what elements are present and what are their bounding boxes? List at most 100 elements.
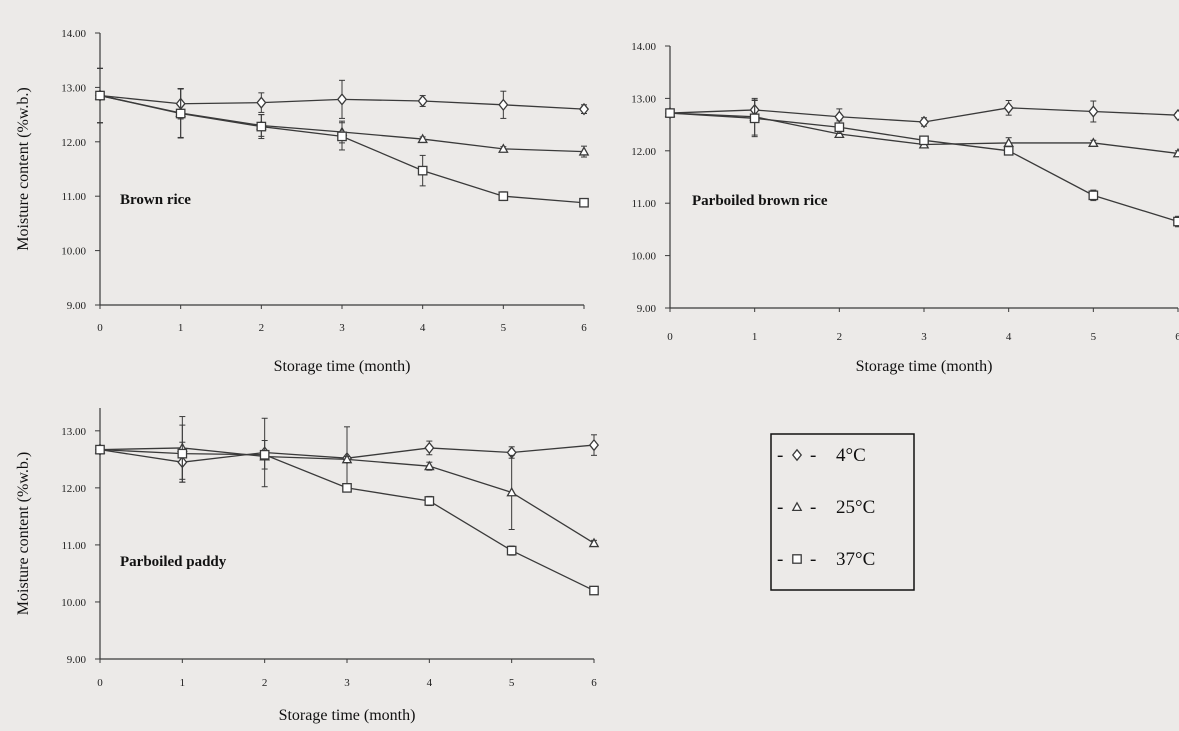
data-point [578, 146, 590, 156]
y-tick-label: 13.00 [61, 426, 86, 438]
y-tick-label: 13.00 [61, 82, 86, 94]
legend-dash: - [810, 445, 816, 466]
legend-dash: - [810, 497, 816, 518]
x-axis-title: Storage time (month) [274, 358, 411, 375]
y-tick-label: 9.00 [67, 300, 87, 312]
x-tick-label: 6 [581, 322, 587, 334]
y-axis-title: Moisture content (%w.b.) [15, 87, 32, 250]
data-point [424, 460, 435, 471]
data-point [417, 133, 428, 144]
y-tick-label: 10.00 [631, 251, 656, 263]
x-tick-label: 1 [178, 322, 184, 334]
y-tick-label: 14.00 [631, 41, 656, 53]
data-point [424, 441, 435, 455]
y-tick-label: 12.00 [631, 146, 656, 158]
y-tick-label: 12.00 [61, 483, 86, 495]
data-point [589, 585, 599, 596]
x-tick-label: 6 [1175, 331, 1179, 343]
x-tick-label: 0 [97, 322, 103, 334]
x-tick-label: 2 [837, 331, 843, 343]
x-tick-label: 0 [97, 677, 103, 689]
data-point [1173, 216, 1179, 227]
panel-title: Parboiled brown rice [692, 193, 828, 209]
x-tick-label: 3 [339, 322, 345, 334]
series-diamond [94, 67, 590, 124]
data-point [1088, 105, 1099, 118]
y-tick-label: 14.00 [61, 28, 86, 40]
x-tick-label: 5 [1091, 331, 1097, 343]
y-tick-label: 11.00 [62, 191, 87, 203]
data-point [1003, 145, 1014, 156]
x-tick-label: 6 [591, 677, 597, 689]
data-point [95, 444, 105, 455]
data-point [749, 113, 760, 124]
y-tick-label: 9.00 [67, 654, 87, 666]
data-point [175, 108, 186, 119]
data-point [259, 449, 270, 460]
data-point [919, 135, 929, 146]
series-diamond [664, 99, 1179, 129]
data-point [498, 98, 509, 112]
data-point [337, 131, 347, 142]
legend: - -4°C- -25°C- -37°C [770, 433, 915, 591]
data-point [506, 486, 517, 497]
y-tick-label: 11.00 [632, 198, 657, 210]
data-point [342, 483, 352, 493]
data-point [424, 496, 435, 506]
data-point [336, 93, 348, 106]
legend-entry: - -37°C [777, 549, 875, 570]
data-point [417, 165, 428, 176]
y-axis-title: Moisture content (%w.b.) [15, 452, 32, 615]
x-tick-label: 3 [921, 331, 927, 343]
legend-entry: - -25°C [777, 497, 875, 518]
x-axis-title: Storage time (month) [279, 707, 416, 724]
legend-marker-triangle [791, 501, 803, 512]
x-tick-label: 4 [420, 322, 426, 334]
data-point [588, 537, 600, 548]
y-tick-label: 10.00 [61, 597, 86, 609]
x-tick-label: 5 [509, 677, 515, 689]
y-tick-label: 9.00 [637, 303, 657, 315]
data-point [834, 122, 845, 133]
y-tick-label: 12.00 [61, 137, 86, 149]
series-square [665, 99, 1179, 228]
legend-entry: - -4°C [777, 445, 866, 466]
x-tick-label: 4 [427, 677, 433, 689]
panel-parboiled-paddy: 9.00 10.00 11.00 12.00 13.00 0 1 2 3 4 5 6 Storage t… [15, 408, 600, 724]
legend-label: 25°C [836, 497, 875, 518]
series-triangle [664, 97, 1179, 158]
y-tick-label: 11.00 [62, 540, 87, 552]
y-tick-label: 13.00 [631, 93, 656, 105]
data-point [918, 115, 930, 129]
data-point [417, 94, 428, 108]
series-square [95, 424, 599, 596]
data-point [1088, 190, 1099, 201]
x-tick-label: 3 [344, 677, 350, 689]
legend-dash: - [777, 445, 783, 466]
data-point [498, 191, 509, 202]
series-square [95, 67, 589, 208]
legend-box [770, 433, 915, 591]
data-point [1003, 101, 1014, 115]
x-tick-label: 2 [262, 677, 268, 689]
data-point [498, 143, 509, 153]
data-point [506, 545, 517, 556]
data-point [834, 110, 845, 123]
x-tick-label: 1 [752, 331, 758, 343]
x-tick-label: 5 [501, 322, 507, 334]
panel-brown-rice: 9.00 10.00 11.00 12.00 13.00 14.00 0 1 2 3 4 5 6 Stor… [15, 28, 590, 375]
legend-dash: - [777, 497, 783, 518]
data-point [256, 96, 267, 109]
legend-dash: - [810, 549, 816, 570]
x-tick-label: 4 [1006, 331, 1012, 343]
x-axis-title: Storage time (month) [856, 358, 993, 375]
legend-marker-diamond [791, 448, 803, 462]
legend-label: 4°C [836, 445, 866, 466]
data-point [578, 102, 590, 116]
data-point [665, 108, 675, 118]
legend-marker-square [792, 554, 802, 564]
legend-dash: - [777, 549, 783, 570]
data-point [95, 90, 105, 101]
